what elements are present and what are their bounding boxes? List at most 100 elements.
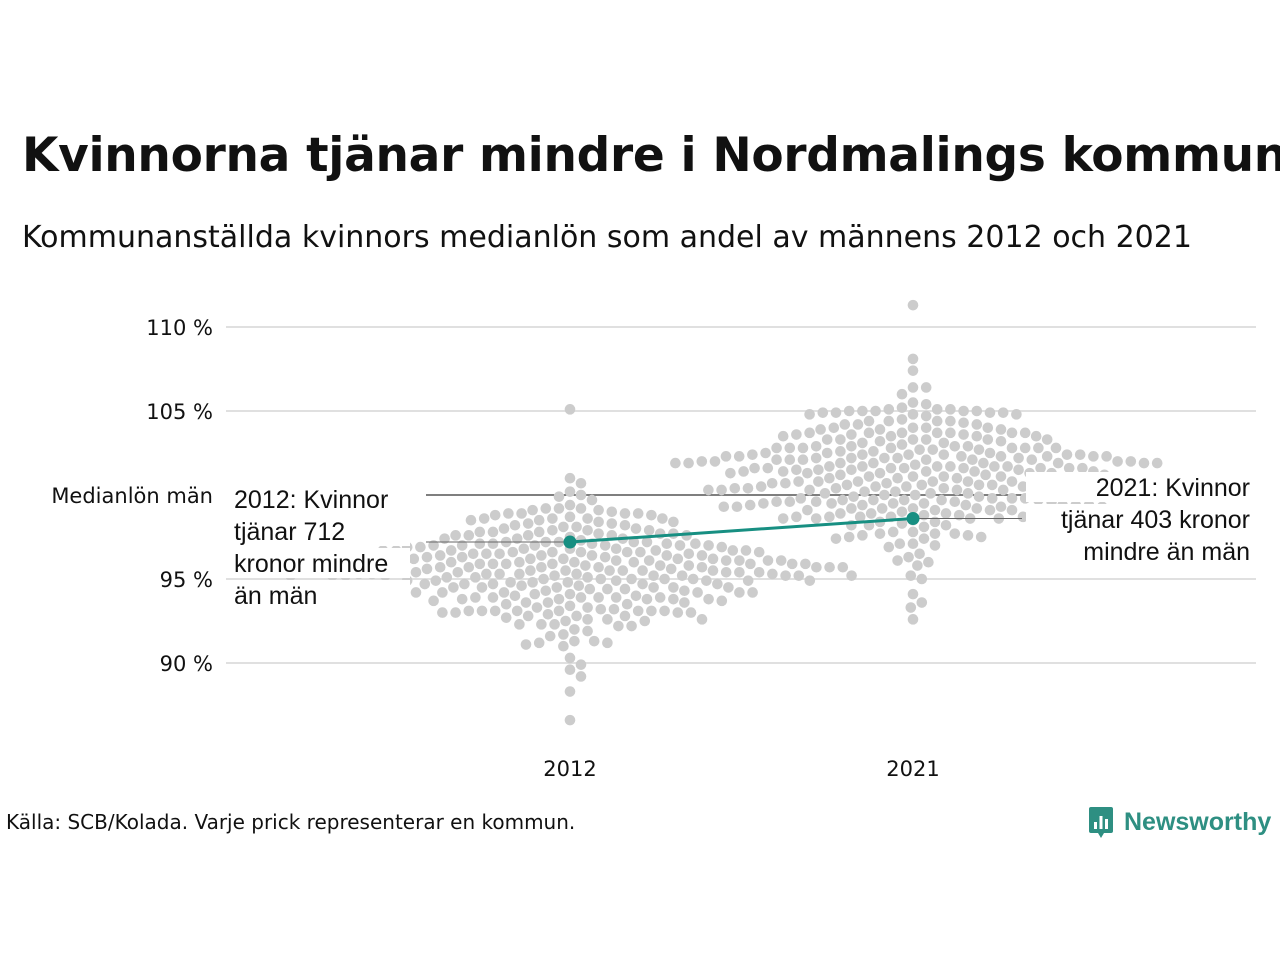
municipality-dot [839, 419, 851, 430]
municipality-dot [835, 508, 846, 519]
municipality-dot [997, 407, 1009, 418]
municipality-dot [441, 572, 453, 583]
municipality-dot [646, 605, 657, 617]
municipality-dot [777, 466, 789, 477]
municipality-dot [727, 545, 739, 556]
municipality-dot [641, 593, 653, 605]
municipality-dot [507, 546, 519, 558]
municipality-dot [520, 597, 532, 608]
municipality-dot [945, 427, 956, 439]
municipality-dot [1026, 454, 1038, 466]
municipality-dot [971, 405, 983, 417]
newsworthy-logo[interactable]: Newsworthy [1088, 803, 1271, 841]
municipality-dot [868, 457, 879, 469]
municipality-dot [648, 582, 659, 593]
municipality-dot [575, 671, 587, 682]
municipality-dot [995, 471, 1007, 482]
municipality-dot [593, 592, 604, 603]
municipality-dot [511, 605, 523, 617]
municipality-dot [949, 440, 961, 452]
municipality-dot [709, 456, 721, 467]
annotation-2012-line: kronor mindre [234, 550, 388, 578]
municipality-dot [907, 526, 919, 538]
municipality-dot [896, 388, 908, 400]
municipality-dot [580, 560, 591, 571]
municipality-dot [505, 577, 516, 588]
municipality-dot [602, 637, 613, 649]
municipality-dot [927, 476, 939, 487]
annotation-2021-line: 2021: Kvinnor [1096, 474, 1250, 502]
municipality-dot [481, 548, 492, 560]
municipality-dot [608, 603, 620, 615]
municipality-dot [907, 422, 919, 434]
municipality-dot [821, 434, 833, 445]
municipality-dot [522, 530, 534, 541]
municipality-dot [1101, 451, 1112, 462]
municipality-dot [819, 488, 831, 499]
municipality-dot [540, 585, 552, 597]
municipality-dot [762, 462, 774, 474]
municipality-dot [909, 459, 921, 471]
municipality-dot [811, 561, 822, 573]
municipality-dot [755, 481, 767, 492]
municipality-dot [463, 530, 475, 541]
municipality-dot [687, 573, 699, 585]
municipality-dot [777, 513, 789, 524]
municipality-dot [602, 614, 613, 625]
municipality-dot [575, 546, 587, 558]
municipality-dot [525, 553, 536, 565]
municipality-dot [527, 504, 538, 516]
municipality-dot [951, 484, 963, 496]
municipality-dot [846, 503, 857, 514]
bar-chart-icon [1089, 807, 1113, 838]
municipality-dot [740, 545, 752, 556]
municipality-dot [487, 592, 499, 603]
municipality-dot [542, 597, 554, 608]
municipality-dot [514, 568, 525, 580]
municipality-dot [852, 419, 864, 430]
municipality-dot [547, 513, 558, 524]
municipality-dot [898, 462, 910, 474]
municipality-dot [445, 556, 457, 568]
municipality-dot [1052, 457, 1064, 469]
municipality-dot [940, 519, 952, 531]
gridlines [226, 326, 1256, 664]
municipality-dot [533, 514, 545, 526]
municipality-dot [619, 519, 631, 531]
municipality-dot [940, 508, 952, 519]
municipality-dot [804, 484, 815, 496]
municipality-dot [766, 477, 778, 489]
municipality-dot [857, 461, 868, 472]
municipality-dot [958, 429, 969, 440]
annotation-backdrop [1026, 472, 1252, 502]
municipality-dot [723, 582, 734, 593]
beeswarm-chart: 90 % 95 % 105 % 110 % 2012 2021 Medianlön män 2… [51, 299, 1256, 781]
municipality-dot [733, 451, 745, 462]
municipality-dot [887, 526, 899, 538]
municipality-dot [619, 508, 631, 519]
municipality-dot [753, 546, 765, 558]
municipality-dot [920, 422, 932, 434]
municipality-dot [885, 430, 897, 442]
municipality-dot [931, 461, 943, 472]
municipality-dot [1112, 456, 1123, 467]
municipality-dot [474, 526, 486, 538]
municipality-dot [1077, 462, 1088, 474]
municipality-dot [938, 482, 950, 494]
municipality-dot [465, 514, 477, 526]
municipality-dot [907, 588, 919, 600]
municipality-dot [560, 565, 571, 576]
annotation-2021-line: mindre än män [1083, 538, 1250, 566]
municipality-dot [835, 446, 846, 457]
municipality-dot [791, 464, 802, 476]
municipality-dot [659, 605, 670, 617]
municipality-dot [810, 452, 822, 464]
municipality-dot [929, 540, 941, 551]
municipality-dot [841, 479, 853, 491]
municipality-dot [995, 435, 1007, 447]
municipality-dot [470, 592, 481, 603]
municipality-dot [421, 563, 433, 575]
municipality-dot [1033, 442, 1044, 454]
municipality-dot [795, 493, 807, 504]
municipality-dot [676, 570, 688, 581]
